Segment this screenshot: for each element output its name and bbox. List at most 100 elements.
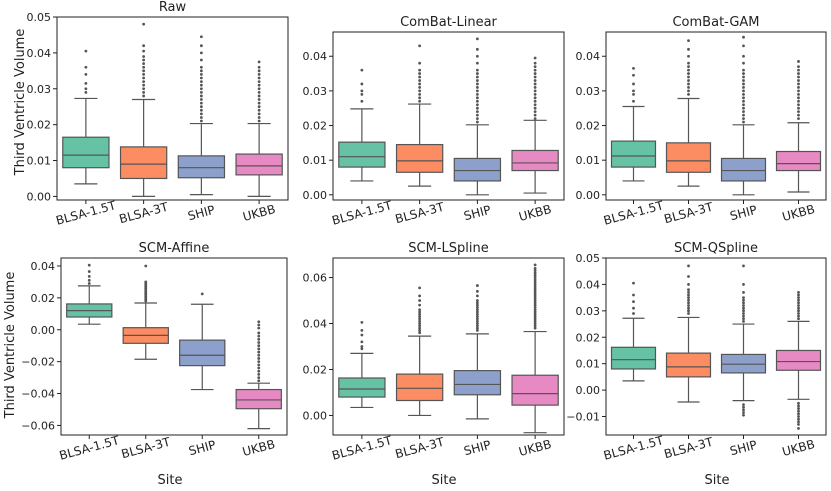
outlier-point [475,92,479,96]
outlier-point [418,331,422,335]
outlier-point [475,303,479,307]
outlier-point [687,296,690,300]
outlier-point [144,280,148,284]
outlier-point [687,309,690,313]
outlier-point [533,72,537,75]
outlier-point [797,72,800,75]
box-BLSA-1.5T: BLSA-1.5T [330,320,394,463]
y-tick-label: 0.05 [27,11,52,24]
outlier-point [418,286,422,290]
box-SHIP: SHIP [720,35,767,223]
outlier-point [742,296,745,300]
outlier-point [199,105,203,109]
y-tick-label: 0.00 [27,190,52,203]
x-tick-label: UKBB [517,202,553,224]
outlier-point [742,283,745,286]
outlier-point [142,55,146,58]
outlier-point [533,271,537,275]
outlier-point [797,304,800,307]
outlier-point [742,72,745,75]
outlier-point [533,287,537,291]
outlier-point [632,300,635,303]
iqr-box [775,150,822,172]
outlier-point [742,68,745,72]
y-tick-label: 0.03 [27,83,52,96]
x-axis-label-center: Site [432,473,457,488]
outlier-point [797,110,800,114]
outlier-point [199,116,203,119]
outlier-point [533,75,537,79]
outlier-point [418,312,422,316]
panel-title: SCM-QSpline [674,241,758,256]
outlier-point [257,76,261,80]
panel-title: ComBat-Linear [400,15,497,30]
panel-title: Raw [159,0,187,15]
panel-title: SCM-LSpline [408,241,488,256]
outlier-point [475,322,479,325]
outlier-point [142,73,146,76]
outlier-point [84,90,88,94]
outlier-point [797,75,800,79]
outlier-point [418,96,422,100]
outlier-point [742,75,745,79]
panel-0: Raw 0.00 0.01 0.02 0.03 0.04 0.05 BLSA-1.5T BLSA… [27,0,289,228]
outlier-point [533,68,537,72]
outlier-point [475,329,479,332]
box-UKBB: UKBB [235,60,283,224]
outlier-point [257,376,261,379]
outlier-point [687,301,690,305]
outlier-point [797,404,800,408]
outlier-point [257,87,261,91]
box-SHIP: SHIP [179,292,226,458]
outlier-point [418,324,422,328]
outlier-point [687,298,690,302]
outlier-point [687,86,690,89]
box-UKBB: UKBB [511,263,559,459]
outlier-point [257,80,261,83]
outlier-point [142,44,146,48]
box-BLSA-1.5T: BLSA-1.5T [54,49,118,228]
outlier-point [142,94,146,98]
outlier-point [475,86,479,89]
outlier-point [84,49,88,53]
outlier-point [257,337,261,341]
outlier-point [533,326,537,330]
y-axis-label-bottom: Third Ventricle Volume [3,272,18,420]
outlier-point [257,65,261,69]
outlier-point [360,345,364,348]
box-BLSA-3T: BLSA-3T [663,264,715,461]
iqr-box [453,157,502,182]
outlier-point [475,106,479,110]
outlier-point [475,54,479,58]
outlier-point [797,412,800,416]
outlier-point [87,282,91,285]
outlier-point [742,413,745,417]
outlier-point [797,106,800,110]
outlier-point [687,47,690,51]
outlier-point [533,308,537,312]
y-axis-label-top: Third Ventricle Volume [13,29,28,177]
outlier-point [797,298,800,302]
outlier-point [687,293,690,297]
outlier-point [418,82,422,86]
panel-2: ComBat-GAM 0.00 0.01 0.02 0.03 0.04BLSA-1.5TB… [576,15,827,228]
outlier-point [533,96,537,100]
outlier-point [257,320,261,324]
outlier-point [797,409,800,413]
outlier-point [797,113,800,117]
outlier-point [257,353,261,357]
outlier-point [87,274,91,278]
y-tick-label: 0.03 [576,305,601,318]
outlier-point [475,47,479,51]
y-tick-label: 0.03 [576,85,601,98]
iqr-box [395,143,444,173]
outlier-point [418,329,422,332]
outlier-point [632,92,635,96]
outlier-point [257,326,261,330]
iqr-box [775,349,822,371]
outlier-point [257,112,261,116]
outlier-point [199,80,203,83]
outlier-point [199,101,203,105]
outlier-point [742,61,745,65]
y-tick-label: 0.05 [576,252,601,265]
